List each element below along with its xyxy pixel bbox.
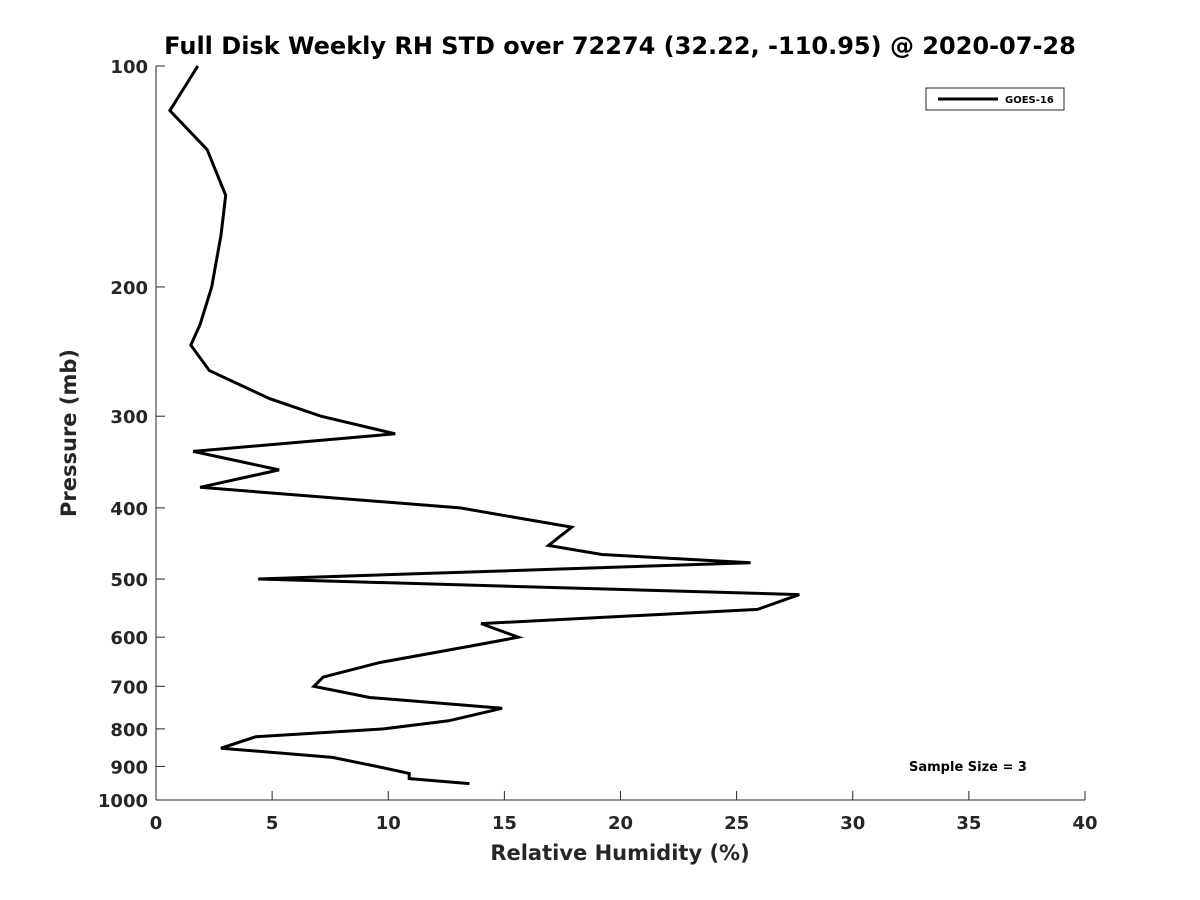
x-tick-label: 0 bbox=[150, 813, 163, 834]
y-tick-label: 200 bbox=[110, 278, 148, 299]
y-ticks: 100 200 300 400 500 600 700 800 900 1000 bbox=[98, 57, 165, 812]
x-tick-label: 10 bbox=[376, 813, 401, 834]
x-ticks: 0 5 10 15 20 25 30 35 40 bbox=[150, 791, 1098, 834]
y-tick-label: 800 bbox=[110, 720, 148, 741]
y-axis-label: Pressure (mb) bbox=[57, 349, 81, 517]
y-tick-label: 300 bbox=[110, 407, 148, 428]
series-group bbox=[168, 65, 800, 786]
y-tick-label: 900 bbox=[110, 757, 148, 778]
y-tick-label: 700 bbox=[110, 677, 148, 698]
series-line-goes-16 bbox=[168, 65, 800, 786]
chart-title: Full Disk Weekly RH STD over 72274 (32.2… bbox=[164, 32, 1076, 60]
x-tick-label: 5 bbox=[266, 813, 279, 834]
y-tick-label: 600 bbox=[110, 628, 148, 649]
y-tick-label: 500 bbox=[110, 570, 148, 591]
x-tick-label: 35 bbox=[956, 813, 981, 834]
y-tick-label: 100 bbox=[110, 57, 148, 78]
legend-label-goes-16: GOES-16 bbox=[1005, 95, 1054, 106]
x-tick-label: 15 bbox=[492, 813, 517, 834]
y-tick-label: 1000 bbox=[98, 791, 148, 812]
sample-size-annotation: Sample Size = 3 bbox=[909, 760, 1027, 775]
y-tick-label: 400 bbox=[110, 499, 148, 520]
x-axis-label: Relative Humidity (%) bbox=[490, 841, 749, 865]
legend: GOES-16 bbox=[925, 87, 1065, 111]
x-tick-label: 30 bbox=[840, 813, 865, 834]
x-tick-label: 20 bbox=[608, 813, 633, 834]
x-tick-label: 40 bbox=[1072, 813, 1097, 834]
x-tick-label: 25 bbox=[724, 813, 749, 834]
